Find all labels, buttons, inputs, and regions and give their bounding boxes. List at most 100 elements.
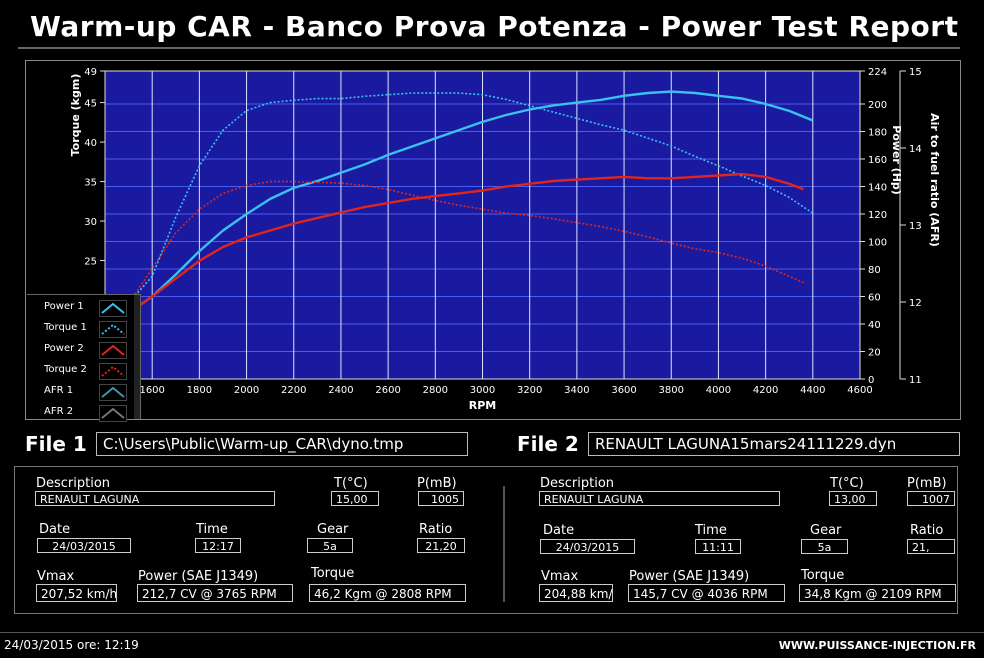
test1-torque-field[interactable]: 46,2 Kgm @ 2808 RPM xyxy=(309,584,466,602)
chart-legend[interactable]: Power 1 Torque 1 Power 2 Torque 2 AFR 1 AFR 2 xyxy=(27,294,141,422)
test-info-panel xyxy=(14,466,958,614)
test1-date-field[interactable]: 24/03/2015 xyxy=(37,538,131,553)
test2-vmax-field[interactable]: 204,88 km/ xyxy=(539,584,613,602)
x-tick-label: 3200 xyxy=(517,385,542,396)
footer-datetime: 24/03/2015 ore: 12:19 xyxy=(4,638,139,652)
test1-time-field[interactable]: 12:17 xyxy=(195,538,241,553)
title-divider xyxy=(18,47,960,49)
x-axis-title: RPM xyxy=(469,399,496,412)
test2-time-label: Time xyxy=(695,523,727,538)
x-tick-label: 2000 xyxy=(234,385,259,396)
x-tick-label: 2800 xyxy=(423,385,448,396)
afr-tick-label: 13 xyxy=(909,221,922,232)
test1-ratio-label: Ratio xyxy=(419,522,453,537)
legend-item[interactable]: Power 1 xyxy=(27,298,140,319)
test2-gear-field[interactable]: 5a xyxy=(801,539,848,554)
test2-pressure-label: P(mB) xyxy=(907,476,947,491)
test2-vmax-label: Vmax xyxy=(541,569,579,584)
test1-vmax-field[interactable]: 207,52 km/h xyxy=(36,584,117,602)
series-line-power-2 xyxy=(113,172,804,325)
legend-item-label: Torque 2 xyxy=(44,364,87,375)
power-tick-label: 160 xyxy=(868,155,887,166)
power-tick-label: 224 xyxy=(868,67,887,78)
test2-date-label: Date xyxy=(543,523,575,538)
test2-torque-field[interactable]: 34,8 Kgm @ 2109 RPM xyxy=(799,584,956,602)
legend-swatch-icon xyxy=(99,321,127,338)
test1-temp-field[interactable]: 15,00 xyxy=(331,491,379,506)
test2-power-field[interactable]: 145,7 CV @ 4036 RPM xyxy=(628,584,785,602)
test1-pressure-field[interactable]: 1005 xyxy=(418,491,464,506)
legend-item[interactable]: Torque 2 xyxy=(27,361,140,382)
legend-item-label: Torque 1 xyxy=(44,322,87,333)
legend-item[interactable]: AFR 2 xyxy=(27,403,140,424)
torque-tick-label: 49 xyxy=(84,67,97,78)
legend-item-label: Power 2 xyxy=(44,343,84,354)
x-tick-label: 4000 xyxy=(706,385,731,396)
footer-divider xyxy=(0,632,984,633)
test1-pressure-label: P(mB) xyxy=(417,476,457,491)
file2-label: File 2 xyxy=(517,432,579,456)
test1-ratio-field[interactable]: 21,20 xyxy=(417,538,465,553)
test2-description-label: Description xyxy=(540,476,615,491)
file2-path-field[interactable]: RENAULT LAGUNA15mars24111229.dyn xyxy=(588,432,960,456)
x-tick-label: 3800 xyxy=(659,385,684,396)
x-tick-label: 2200 xyxy=(281,385,306,396)
test1-vmax-label: Vmax xyxy=(37,569,75,584)
legend-item[interactable]: AFR 1 xyxy=(27,382,140,403)
test1-time-label: Time xyxy=(196,522,228,537)
footer-website: WWW.PUISSANCE-INJECTION.FR xyxy=(778,639,976,652)
power-tick-label: 140 xyxy=(868,183,887,194)
test1-gear-field[interactable]: 5a xyxy=(307,538,353,553)
test1-description-label: Description xyxy=(36,476,111,491)
power-tick-label: 80 xyxy=(868,265,881,276)
test1-description-field[interactable]: RENAULT LAGUNA xyxy=(35,491,275,506)
torque-axis-title: Torque (kgm) xyxy=(69,74,82,157)
legend-scrollbar[interactable] xyxy=(134,295,140,419)
test1-power-field[interactable]: 212,7 CV @ 3765 RPM xyxy=(137,584,293,602)
power-tick-label: 120 xyxy=(868,210,887,221)
series-line-power-1 xyxy=(113,90,814,323)
test1-gear-label: Gear xyxy=(317,522,349,537)
file1-path-field[interactable]: C:\Users\Public\Warm-up_CAR\dyno.tmp xyxy=(96,432,468,456)
torque-tick-label: 25 xyxy=(84,257,97,268)
legend-swatch-icon xyxy=(99,342,127,359)
test2-pressure-field[interactable]: 1007 xyxy=(907,491,955,506)
test2-ratio-field[interactable]: 21, xyxy=(907,539,955,554)
power-tick-label: 200 xyxy=(868,100,887,111)
dyno-chart: 1600 1800 2000 2200 2400 2600 2800 3000 3200 3400… xyxy=(69,67,941,412)
legend-item-label: Power 1 xyxy=(44,301,84,312)
x-tick-label: 2400 xyxy=(328,385,353,396)
legend-swatch-icon xyxy=(99,300,127,317)
power-tick-label: 60 xyxy=(868,293,881,304)
test1-date-label: Date xyxy=(39,522,71,537)
afr-axis-title: Air to fuel ratio (AFR) xyxy=(928,113,941,247)
test2-time-field[interactable]: 11:11 xyxy=(695,539,741,554)
torque-tick-label: 35 xyxy=(84,178,97,189)
legend-item[interactable]: Power 2 xyxy=(27,340,140,361)
test2-date-field[interactable]: 24/03/2015 xyxy=(540,539,635,554)
x-tick-label: 4400 xyxy=(800,385,825,396)
x-tick-label: 3000 xyxy=(470,385,495,396)
report-title: Warm-up CAR - Banco Prova Potenza - Powe… xyxy=(30,10,959,43)
test2-temp-label: T(°C) xyxy=(830,476,864,491)
x-tick-label: 1600 xyxy=(139,385,164,396)
torque-tick-label: 30 xyxy=(84,217,97,228)
plot-border xyxy=(104,70,861,380)
x-tick-label: 3400 xyxy=(564,385,589,396)
test1-temp-label: T(°C) xyxy=(334,476,368,491)
test2-power-label: Power (SAE J1349) xyxy=(629,569,750,584)
legend-item[interactable]: Torque 1 xyxy=(27,319,140,340)
test1-power-label: Power (SAE J1349) xyxy=(138,569,259,584)
file1-label: File 1 xyxy=(25,432,87,456)
torque-tick-label: 45 xyxy=(84,99,97,110)
x-tick-label: 3600 xyxy=(611,385,636,396)
afr-tick-label: 11 xyxy=(909,375,922,386)
x-tick-label: 4200 xyxy=(753,385,778,396)
test2-description-field[interactable]: RENAULT LAGUNA xyxy=(539,491,780,506)
test2-temp-field[interactable]: 13,00 xyxy=(829,491,877,506)
test2-gear-label: Gear xyxy=(810,523,842,538)
power-axis-title: Power (Hp) xyxy=(890,125,903,195)
afr-tick-label: 14 xyxy=(909,144,922,155)
power-tick-label: 100 xyxy=(868,238,887,249)
legend-swatch-icon xyxy=(99,405,127,422)
